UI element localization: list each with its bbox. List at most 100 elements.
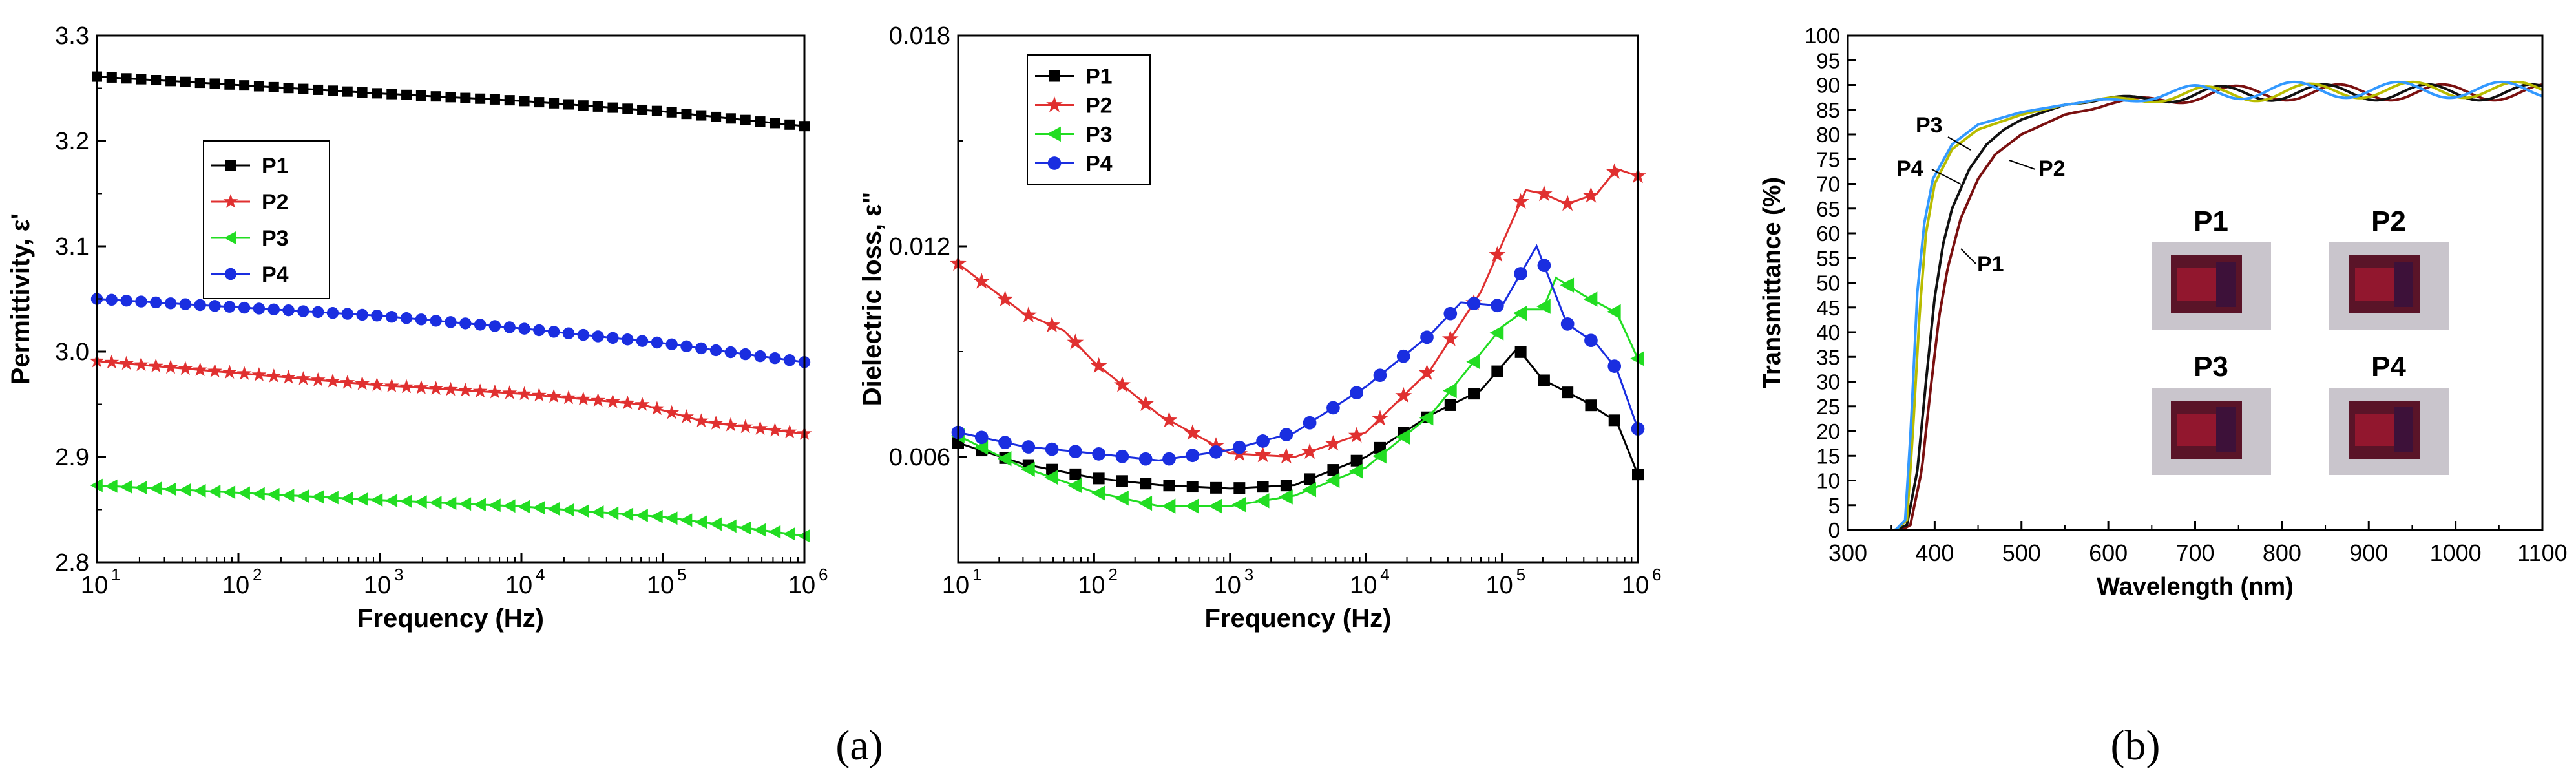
permittivity-marker-p4: [150, 296, 162, 309]
dielectric-loss-marker-p4: [1303, 416, 1317, 430]
permittivity-marker-p2: [782, 424, 797, 439]
permittivity-legend-entry-p4: P4: [211, 262, 289, 287]
permittivity-marker-p1: [209, 78, 220, 89]
permittivity-marker-p4: [592, 330, 604, 343]
dielectric-loss-marker-p2: [1582, 187, 1600, 203]
annotation-label: P3: [1916, 113, 1943, 138]
dielectric-loss-marker-p3: [1279, 489, 1293, 505]
dielectric-loss-marker-p4: [1396, 349, 1410, 363]
dielectric-loss-marker-p4: [1209, 445, 1223, 459]
permittivity-legend-marker: [225, 160, 236, 171]
dielectric-loss-marker-p4: [1560, 317, 1575, 331]
dielectric-loss-marker-p2: [1254, 446, 1272, 463]
permittivity-marker-p4: [311, 306, 324, 319]
dielectric-loss-marker-p1: [1491, 365, 1503, 377]
permittivity-marker-p2: [370, 377, 384, 392]
permittivity-marker-p1: [106, 72, 117, 83]
dielectric-loss-xtick-label: 10: [1350, 572, 1377, 599]
dielectric-loss-marker-p4: [1326, 401, 1340, 415]
permittivity-marker-p4: [209, 300, 221, 312]
permittivity-legend-label: P1: [262, 154, 289, 178]
transmittance-xtick-label: 800: [2263, 540, 2301, 566]
permittivity-marker-p2: [384, 378, 399, 392]
dielectric-loss-marker-p3: [1161, 498, 1176, 514]
inset-label-p2: P2: [2371, 206, 2406, 237]
dielectric-loss-legend-label: P1: [1085, 65, 1113, 89]
dielectric-loss-marker-p4: [1514, 267, 1527, 280]
permittivity-marker-p1: [415, 90, 426, 101]
permittivity-marker-p4: [518, 322, 530, 335]
dielectric-loss-marker-p1: [1562, 386, 1574, 399]
permittivity-marker-p2: [472, 383, 488, 398]
permittivity-xtick-exponent: 5: [677, 565, 686, 584]
dielectric-loss-ytick-label: 0.018: [889, 23, 950, 50]
dielectric-loss-marker-p3: [1115, 491, 1129, 506]
permittivity-ytick-label: 3.2: [55, 128, 89, 155]
dielectric-loss-marker-p3: [1372, 448, 1387, 464]
sample-photo-p1: P1: [2152, 206, 2271, 330]
curve-annotation-p3: P3: [1916, 113, 1971, 151]
dielectric-loss-chart: 10 1 10 2 10 3 10 4 10 5 10 60.0060.0120.018Frequen…: [858, 23, 1661, 633]
transmittance-ytick-label: 80: [1816, 123, 1840, 147]
dielectric-loss-marker-p4: [1069, 445, 1082, 459]
transmittance-ylabel: Transmittance (%): [1759, 177, 1786, 388]
dielectric-loss-marker-p1: [1116, 475, 1128, 487]
transmittance-ytick-label: 20: [1816, 419, 1840, 443]
permittivity-marker-p2: [620, 395, 635, 410]
permittivity-marker-p3: [665, 511, 678, 525]
dielectric-loss-marker-p3: [997, 451, 1012, 467]
dielectric-loss-xtick-exponent: 6: [1652, 565, 1661, 584]
permittivity-marker-p3: [576, 504, 589, 518]
permittivity-marker-p1: [194, 78, 205, 89]
permittivity-marker-p1: [740, 114, 751, 125]
permittivity-marker-p3: [296, 489, 309, 503]
permittivity-marker-p1: [607, 102, 618, 113]
permittivity-marker-p2: [119, 355, 134, 370]
permittivity-marker-p1: [313, 84, 324, 95]
permittivity-marker-p1: [401, 89, 412, 100]
caption-a: (a): [835, 722, 883, 769]
permittivity-legend-entry-p3: P3: [211, 226, 289, 251]
permittivity-marker-p2: [634, 397, 650, 411]
permittivity-marker-p2: [414, 380, 429, 394]
dielectric-loss-marker-p3: [1536, 299, 1551, 314]
permittivity-ytick-label: 2.9: [55, 444, 89, 471]
dielectric-loss-xtick-exponent: 2: [1108, 565, 1117, 584]
permittivity-xtick-exponent: 6: [819, 565, 828, 584]
dielectric-loss-legend-label: P3: [1085, 123, 1113, 147]
permittivity-marker-p3: [208, 485, 221, 498]
dielectric-loss-legend-label: P2: [1085, 94, 1113, 118]
permittivity-xtick-label: 10: [647, 572, 674, 599]
transmittance-xtick-label: 1000: [2430, 540, 2482, 566]
dielectric-loss-xtick-exponent: 5: [1516, 565, 1525, 584]
permittivity-marker-p4: [754, 350, 766, 363]
dielectric-loss-marker-p2: [1418, 364, 1436, 380]
transmittance-ytick-label: 0: [1828, 518, 1840, 542]
permittivity-marker-p3: [561, 503, 574, 517]
transmittance-ytick-label: 65: [1816, 197, 1840, 221]
permittivity-marker-p3: [267, 487, 280, 502]
permittivity-marker-p2: [546, 388, 561, 403]
annotation-leader: [1931, 169, 1962, 185]
permittivity-marker-p4: [503, 321, 516, 333]
permittivity-marker-p4: [297, 305, 309, 317]
dielectric-loss-marker-p1: [1093, 472, 1105, 485]
permittivity-marker-p4: [783, 354, 796, 366]
permittivity-marker-p4: [224, 301, 236, 313]
permittivity-marker-p3: [163, 482, 176, 496]
dielectric-loss-xtick-label: 10: [1485, 572, 1513, 599]
transmittance-ytick-label: 85: [1816, 98, 1840, 122]
permittivity-marker-p2: [207, 363, 222, 377]
permittivity-marker-p3: [326, 491, 339, 505]
dielectric-loss-marker-p3: [1560, 277, 1575, 293]
permittivity-marker-p4: [607, 332, 619, 344]
permittivity-marker-p2: [325, 373, 340, 388]
dielectric-loss-marker-p4: [1607, 359, 1622, 373]
permittivity-marker-p1: [151, 75, 162, 86]
permittivity-marker-p2: [738, 419, 753, 434]
permittivity-marker-p1: [681, 109, 692, 120]
permittivity-marker-p2: [517, 386, 532, 401]
dielectric-loss-marker-p1: [1514, 346, 1527, 358]
permittivity-marker-p2: [222, 365, 237, 379]
